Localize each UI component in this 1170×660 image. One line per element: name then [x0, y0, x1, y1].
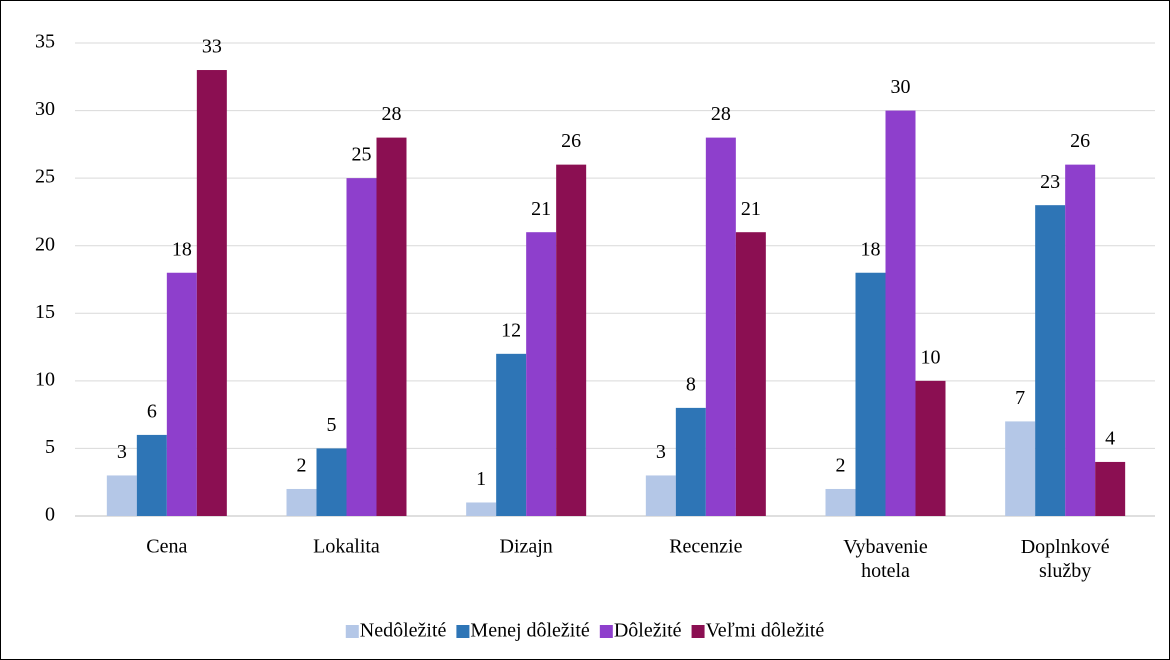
bar — [675, 407, 706, 516]
data-label: 10 — [921, 346, 941, 368]
bar — [376, 137, 407, 516]
x-tick-label: Recenzie — [669, 536, 742, 558]
bar — [196, 70, 227, 517]
y-tick-label: 0 — [45, 504, 55, 526]
bar — [166, 272, 197, 516]
data-label: 8 — [686, 373, 696, 395]
bar — [825, 488, 856, 516]
data-label: 2 — [297, 455, 307, 477]
bar — [286, 488, 317, 516]
x-tick-label: Lokalita — [313, 536, 380, 558]
bar — [855, 272, 886, 516]
data-label: 2 — [836, 455, 846, 477]
legend-label: Veľmi dôležité — [706, 620, 825, 642]
bar — [1065, 164, 1096, 516]
x-tick-label: Cena — [146, 536, 187, 558]
data-label: 4 — [1105, 428, 1115, 450]
bar — [1005, 421, 1036, 516]
data-label: 21 — [741, 198, 761, 220]
bar — [346, 178, 377, 516]
data-label: 25 — [352, 144, 372, 166]
y-tick-label: 20 — [35, 233, 55, 255]
bar — [466, 502, 497, 516]
data-label: 26 — [561, 130, 581, 152]
data-label: 5 — [327, 414, 337, 436]
y-tick-label: 25 — [35, 166, 55, 188]
bar — [556, 164, 587, 516]
data-label: 21 — [531, 198, 551, 220]
bar — [1035, 205, 1066, 516]
y-tick-label: 35 — [35, 31, 55, 53]
legend-label: Nedôležité — [360, 620, 447, 642]
legend-label: Menej dôležité — [470, 620, 590, 642]
bar — [735, 232, 766, 516]
legend-swatch — [691, 625, 705, 638]
bar — [1095, 461, 1126, 516]
bar — [645, 475, 676, 516]
bar — [136, 434, 167, 516]
legend-swatch — [345, 625, 359, 638]
data-label: 7 — [1015, 387, 1025, 409]
data-label: 3 — [656, 441, 666, 463]
data-label: 18 — [172, 238, 192, 260]
data-label: 28 — [711, 103, 731, 125]
data-label: 18 — [861, 238, 881, 260]
x-tick-label: Doplnkové služby — [1021, 536, 1110, 582]
bar — [316, 448, 347, 516]
data-label: 33 — [202, 36, 222, 58]
data-label: 6 — [147, 401, 157, 423]
data-label: 12 — [501, 319, 521, 341]
data-label: 1 — [476, 468, 486, 490]
legend-label: Dôležité — [614, 620, 682, 642]
x-tick-label: Vybavenie hotela — [843, 536, 928, 582]
x-tick-label: Dizajn — [500, 536, 553, 558]
y-tick-label: 30 — [35, 98, 55, 120]
data-label: 23 — [1040, 171, 1060, 193]
y-tick-label: 10 — [35, 368, 55, 390]
bar — [915, 380, 946, 516]
legend-swatch — [456, 625, 470, 638]
data-label: 28 — [382, 103, 402, 125]
legend: Nedôležité Menej dôležité Dôležité Veľmi dô… — [345, 620, 825, 642]
bar — [496, 353, 527, 516]
bar — [705, 137, 736, 516]
data-label: 3 — [117, 441, 127, 463]
y-tick-label: 15 — [35, 301, 55, 323]
y-tick-label: 5 — [45, 436, 55, 458]
bar — [106, 475, 137, 516]
legend-swatch — [599, 625, 613, 638]
bar — [885, 110, 916, 517]
data-label: 26 — [1070, 130, 1090, 152]
bar — [526, 232, 557, 516]
data-label: 30 — [891, 76, 911, 98]
